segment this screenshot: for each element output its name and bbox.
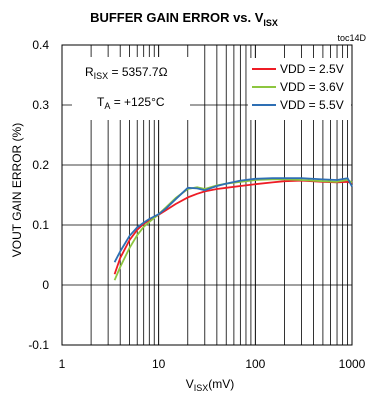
legend-label-1: VDD = 2.5V <box>280 62 344 76</box>
chart-title: BUFFER GAIN ERROR vs. VISX <box>90 10 278 28</box>
series-line-3 <box>113 177 353 263</box>
legend-label-3: VDD = 5.5V <box>280 98 344 112</box>
x-tick-label: 1000 <box>339 357 366 371</box>
y-tick-label: 0.3 <box>32 98 49 112</box>
x-axis-label: VISX(mV) <box>186 377 235 393</box>
legend: VDD = 2.5V VDD = 3.6V VDD = 5.5V <box>248 58 351 120</box>
series-line-2 <box>113 178 353 281</box>
y-tick-label: -0.1 <box>28 338 49 352</box>
legend-label-2: VDD = 3.6V <box>280 80 344 94</box>
y-tick-label: 0 <box>42 278 49 292</box>
y-axis-label: VOUT GAIN ERROR (%) <box>10 123 24 257</box>
x-tick-label: 1 <box>59 357 66 371</box>
x-tick-label: 10 <box>152 357 166 371</box>
y-tick-label: 0.2 <box>32 158 49 172</box>
plot-frame <box>61 44 353 346</box>
series-group <box>113 177 353 281</box>
chart-title-sub: ISX <box>263 18 278 28</box>
series-line-1 <box>113 179 353 275</box>
annotation-temp: TA = +125°C <box>97 95 165 111</box>
annotation-box: RISX = 5357.7Ω TA = +125°C <box>72 57 190 120</box>
y-tick-label: 0.1 <box>32 218 49 232</box>
y-tick-label: 0.4 <box>32 38 49 52</box>
figure-id: toc14D <box>337 33 366 43</box>
x-tick-label: 100 <box>245 357 265 371</box>
annotation-risx: RISX = 5357.7Ω <box>85 65 168 81</box>
tick-labels: 1 10 100 1000 -0.1 0 0.1 0.2 0.3 0.4 <box>28 38 365 371</box>
